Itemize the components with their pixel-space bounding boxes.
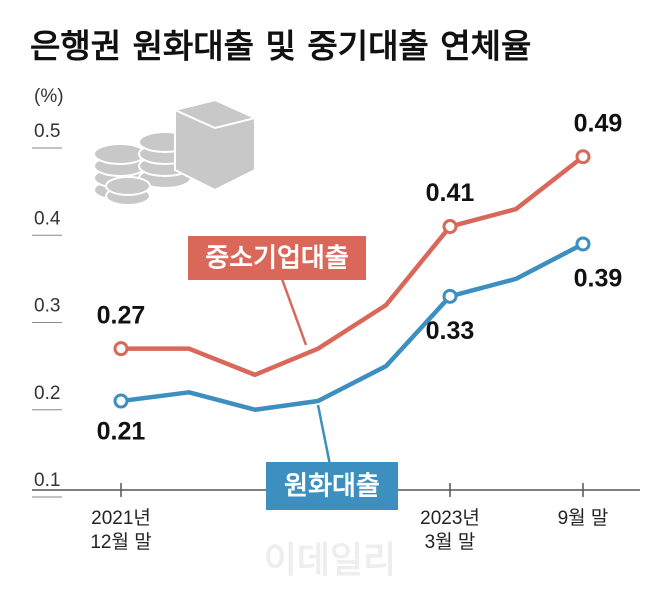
y-axis-label: (%) [34,86,64,107]
y-tick-label: 0.2 [34,383,60,404]
legend-box [188,236,366,280]
line [121,154,585,378]
value-label: 0.33 [426,317,475,345]
value-label: 0.39 [574,265,623,293]
x-tick-label: 9월 말 [558,507,609,529]
y-tick-label: 0.4 [34,208,61,229]
chart-title: 은행권 원화대출 및 중기대출 연체율 [30,27,531,66]
legend-label: 중소기업대출 [205,244,349,274]
value-label: 0.49 [574,109,623,137]
watermark: 이데일리 [264,540,396,581]
value-label: 0.27 [97,301,146,329]
callout-pointer [280,278,308,346]
x-tick-label: 2021년 12월 말 [90,507,151,553]
y-tick-label: 0.5 [34,121,60,142]
value-label: 0.21 [97,418,146,446]
callout-pointer [316,404,332,466]
legend-label: 원화대출 [284,472,380,502]
legend-box [266,462,398,510]
y-tick-label: 0.1 [34,470,60,491]
y-tick-label: 0.3 [34,296,60,317]
line [120,241,585,412]
marker [442,288,458,304]
marker [575,236,591,252]
callout [280,278,332,466]
marker [113,341,129,357]
marker [442,219,458,235]
value-label: 0.41 [426,179,475,207]
x-tick-label: 2023년 3월 말 [420,507,480,553]
coins-icon [93,98,259,206]
marker [113,393,129,409]
marker [575,149,591,165]
